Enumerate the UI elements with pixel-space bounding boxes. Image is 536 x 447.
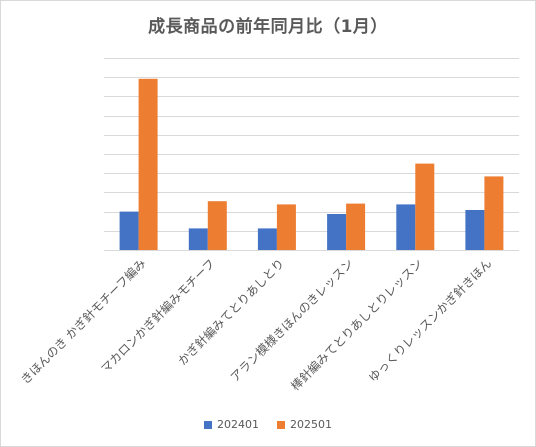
x-tick-label-4: 棒針編みてとりあしとりレッスン <box>287 256 425 394</box>
legend-label-202401: 202401 <box>217 418 259 431</box>
bar-202501-4 <box>415 163 435 250</box>
x-tick-label-1: マカロンかぎ針編みモチーフ <box>97 256 217 376</box>
bar-202401-4 <box>396 204 416 250</box>
legend-swatch-202501 <box>277 420 285 429</box>
chart-title: 成長商品の前年同月比（1月） <box>148 17 388 37</box>
legend-swatch-202401 <box>204 420 212 429</box>
x-axis-labels: きほんのき かぎ針モチーフ編みマカロンかぎ針編みモチーフかぎ針編みてとりあしとり… <box>17 256 494 394</box>
legend-item-202501: 202501 <box>277 418 332 431</box>
bar-202401-3 <box>327 214 347 250</box>
x-tick-label-3: アラン模様きほんのきレッスン <box>228 256 356 384</box>
legend-label-202501: 202501 <box>290 418 332 431</box>
bar-202501-2 <box>276 204 296 250</box>
bar-202501-5 <box>484 176 504 250</box>
bar-202401-5 <box>465 210 485 250</box>
bar-202401-1 <box>188 228 208 250</box>
bar-202401-2 <box>257 228 277 250</box>
x-tick-label-5: ゆっくりレッスンかぎ針きほん <box>365 256 494 385</box>
x-tick-label-0: きほんのき かぎ針モチーフ編み <box>17 256 148 387</box>
bar-202501-1 <box>207 201 227 250</box>
bar-202401-0 <box>119 211 139 250</box>
gridlines <box>104 58 519 251</box>
legend-item-202401: 202401 <box>204 418 259 431</box>
bar-202501-0 <box>138 78 158 250</box>
bar-202501-3 <box>346 203 366 250</box>
legend: 202401 202501 <box>0 418 536 431</box>
bars <box>119 78 504 250</box>
